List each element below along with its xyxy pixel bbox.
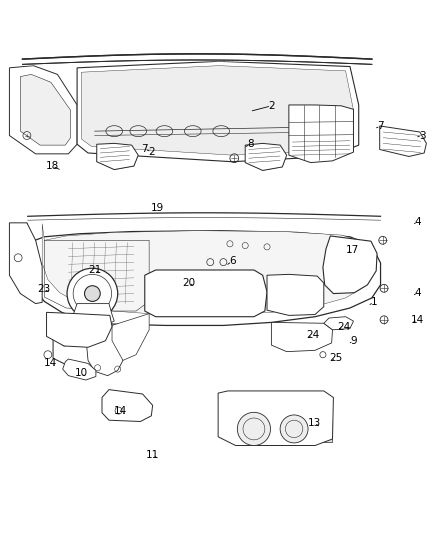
Circle shape — [280, 415, 308, 443]
Text: 20: 20 — [182, 278, 195, 288]
Text: 24: 24 — [306, 330, 319, 341]
Text: 14: 14 — [411, 315, 424, 325]
Polygon shape — [27, 223, 381, 326]
Text: 4: 4 — [414, 217, 421, 227]
Circle shape — [67, 268, 118, 319]
Polygon shape — [313, 411, 332, 442]
Polygon shape — [63, 359, 96, 380]
Polygon shape — [380, 126, 426, 157]
Polygon shape — [71, 304, 114, 324]
Text: 9: 9 — [350, 336, 357, 346]
Text: 1: 1 — [371, 297, 377, 308]
Text: 7: 7 — [377, 121, 384, 131]
Polygon shape — [10, 66, 77, 154]
Text: 10: 10 — [75, 368, 88, 378]
Text: 11: 11 — [146, 450, 159, 460]
Text: 6: 6 — [229, 256, 235, 266]
Text: 19: 19 — [151, 203, 165, 213]
Polygon shape — [97, 143, 138, 169]
Circle shape — [225, 280, 253, 308]
Text: 24: 24 — [337, 322, 350, 332]
Polygon shape — [81, 66, 353, 155]
Circle shape — [85, 286, 100, 302]
Circle shape — [237, 413, 271, 446]
Polygon shape — [245, 143, 287, 171]
Text: 21: 21 — [88, 265, 101, 275]
Text: 3: 3 — [419, 131, 425, 141]
Text: 25: 25 — [329, 353, 343, 363]
Text: 2: 2 — [148, 147, 155, 157]
Text: 4: 4 — [414, 288, 421, 298]
Polygon shape — [86, 323, 123, 376]
Text: 14: 14 — [44, 358, 57, 368]
Circle shape — [152, 280, 180, 308]
Polygon shape — [145, 270, 267, 317]
Text: 14: 14 — [114, 407, 127, 416]
Polygon shape — [245, 143, 287, 171]
Polygon shape — [323, 236, 377, 294]
Circle shape — [200, 280, 228, 308]
Circle shape — [175, 280, 203, 308]
Polygon shape — [10, 223, 42, 304]
Text: 23: 23 — [37, 284, 50, 294]
Polygon shape — [267, 274, 324, 316]
Text: 13: 13 — [307, 418, 321, 428]
Polygon shape — [97, 143, 138, 169]
Polygon shape — [112, 313, 149, 360]
Polygon shape — [272, 322, 332, 352]
Text: 7: 7 — [141, 144, 148, 154]
Polygon shape — [53, 336, 114, 368]
Polygon shape — [324, 317, 353, 330]
Polygon shape — [102, 390, 152, 422]
Polygon shape — [218, 391, 333, 446]
Polygon shape — [20, 75, 71, 145]
Text: 2: 2 — [268, 101, 275, 111]
Polygon shape — [53, 336, 114, 368]
Polygon shape — [77, 61, 359, 161]
Polygon shape — [44, 240, 149, 311]
Text: 17: 17 — [346, 245, 359, 255]
Text: 8: 8 — [247, 139, 254, 149]
Polygon shape — [42, 224, 370, 314]
Polygon shape — [289, 105, 353, 163]
Text: 18: 18 — [46, 161, 59, 171]
Polygon shape — [46, 312, 112, 348]
